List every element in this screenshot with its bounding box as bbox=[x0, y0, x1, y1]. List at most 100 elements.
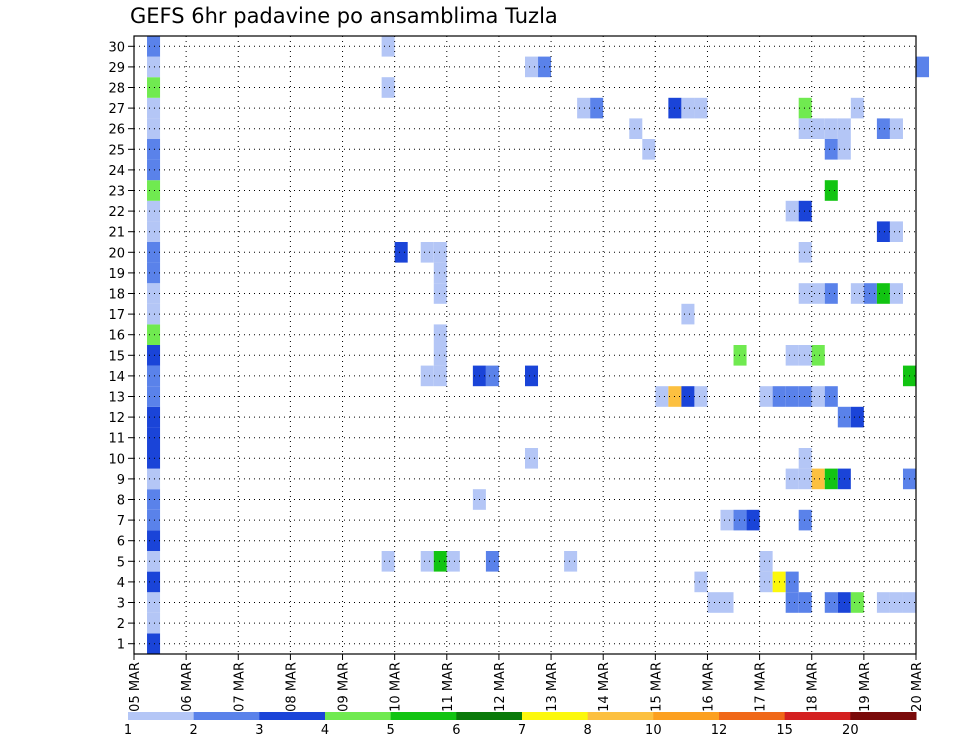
data-cell bbox=[785, 592, 799, 613]
data-cell bbox=[759, 386, 773, 407]
colorbar-label: 5 bbox=[387, 723, 395, 738]
data-cell bbox=[147, 386, 161, 407]
colorbar-segment bbox=[456, 712, 523, 720]
data-cell bbox=[147, 56, 161, 78]
data-cell bbox=[798, 468, 812, 490]
data-cell bbox=[876, 592, 890, 613]
data-cell bbox=[147, 530, 161, 551]
y-tick-label: 3 bbox=[117, 597, 125, 612]
data-cell bbox=[811, 118, 825, 139]
data-cell bbox=[433, 283, 447, 304]
x-tick-label: 09 MAR bbox=[337, 662, 352, 712]
data-cell bbox=[147, 612, 161, 634]
y-tick-label: 20 bbox=[108, 246, 125, 261]
y-tick-label: 23 bbox=[108, 185, 125, 200]
data-cell bbox=[147, 36, 161, 57]
data-cell bbox=[824, 386, 838, 407]
y-tick-label: 17 bbox=[108, 308, 125, 323]
y-tick-label: 16 bbox=[108, 329, 125, 344]
data-cell bbox=[147, 200, 161, 222]
x-tick-label: 10 MAR bbox=[389, 662, 404, 712]
y-tick-label: 12 bbox=[108, 411, 125, 426]
colorbar-segment bbox=[587, 712, 654, 720]
data-cell bbox=[147, 427, 161, 448]
data-cell bbox=[889, 221, 903, 242]
x-tick-label: 16 MAR bbox=[701, 662, 716, 712]
data-cell bbox=[446, 551, 460, 572]
x-tick-label: 08 MAR bbox=[284, 662, 299, 712]
data-cell bbox=[564, 551, 578, 572]
y-tick-label: 11 bbox=[108, 432, 125, 447]
colorbar-label: 7 bbox=[518, 723, 526, 738]
data-cell bbox=[147, 262, 161, 284]
data-cell bbox=[798, 345, 812, 366]
data-cell bbox=[811, 468, 825, 490]
x-tick-label: 17 MAR bbox=[754, 662, 769, 712]
data-cell bbox=[824, 592, 838, 613]
data-cell bbox=[147, 509, 161, 531]
data-cell bbox=[798, 592, 812, 613]
data-cell bbox=[798, 97, 812, 119]
y-tick-label: 18 bbox=[108, 288, 125, 303]
data-cell bbox=[811, 283, 825, 304]
y-tick-label: 21 bbox=[108, 226, 125, 241]
colorbar-segment bbox=[128, 712, 195, 720]
data-cell bbox=[485, 551, 499, 572]
data-cell bbox=[733, 345, 747, 366]
y-tick-label: 7 bbox=[117, 514, 125, 529]
data-cell bbox=[147, 283, 161, 304]
data-cell bbox=[811, 345, 825, 366]
data-cell bbox=[876, 283, 890, 304]
y-tick-label: 8 bbox=[117, 494, 125, 509]
y-tick-label: 6 bbox=[117, 535, 125, 550]
data-cell bbox=[381, 77, 395, 98]
colorbar-segment bbox=[522, 712, 589, 720]
x-tick-label: 15 MAR bbox=[649, 662, 664, 712]
y-tick-label: 30 bbox=[108, 40, 125, 55]
data-cell bbox=[147, 592, 161, 613]
data-cell bbox=[798, 200, 812, 222]
data-cell bbox=[147, 551, 161, 572]
data-cell bbox=[824, 118, 838, 139]
data-cell bbox=[147, 468, 161, 490]
data-cell bbox=[889, 283, 903, 304]
data-cell bbox=[850, 97, 864, 119]
y-tick-label: 22 bbox=[108, 205, 125, 220]
data-cell bbox=[147, 159, 161, 181]
data-cell bbox=[798, 509, 812, 531]
y-tick-label: 29 bbox=[108, 61, 125, 76]
data-cell bbox=[433, 551, 447, 572]
y-tick-label: 26 bbox=[108, 123, 125, 138]
data-cell bbox=[720, 592, 734, 613]
data-cell bbox=[433, 365, 447, 387]
x-tick-label: 06 MAR bbox=[180, 662, 195, 712]
data-cell bbox=[525, 56, 539, 78]
colorbar-segment bbox=[193, 712, 260, 720]
y-tick-label: 10 bbox=[108, 452, 125, 467]
data-cell bbox=[147, 571, 161, 593]
data-cell bbox=[798, 283, 812, 304]
data-cell bbox=[720, 509, 734, 531]
y-tick-label: 15 bbox=[108, 349, 125, 364]
y-tick-label: 25 bbox=[108, 143, 125, 158]
data-cell bbox=[147, 448, 161, 469]
x-tick-label: 18 MAR bbox=[806, 662, 821, 712]
data-cell bbox=[147, 242, 161, 263]
x-tick-label: 13 MAR bbox=[545, 662, 560, 712]
data-cell bbox=[420, 551, 434, 572]
colorbar-label: 15 bbox=[776, 723, 793, 738]
data-cell bbox=[147, 345, 161, 366]
y-tick-label: 4 bbox=[117, 576, 125, 591]
data-cell bbox=[147, 324, 161, 345]
data-cell bbox=[746, 509, 760, 531]
colorbar-segment bbox=[390, 712, 457, 720]
colorbar-label: 4 bbox=[321, 723, 329, 738]
x-tick-label: 14 MAR bbox=[597, 662, 612, 712]
colorbar-segment bbox=[259, 712, 326, 720]
data-cell bbox=[655, 386, 669, 407]
colorbar-segment bbox=[719, 712, 786, 720]
y-tick-label: 2 bbox=[117, 617, 125, 632]
data-cell bbox=[694, 97, 708, 119]
y-tick-label: 19 bbox=[108, 267, 125, 282]
